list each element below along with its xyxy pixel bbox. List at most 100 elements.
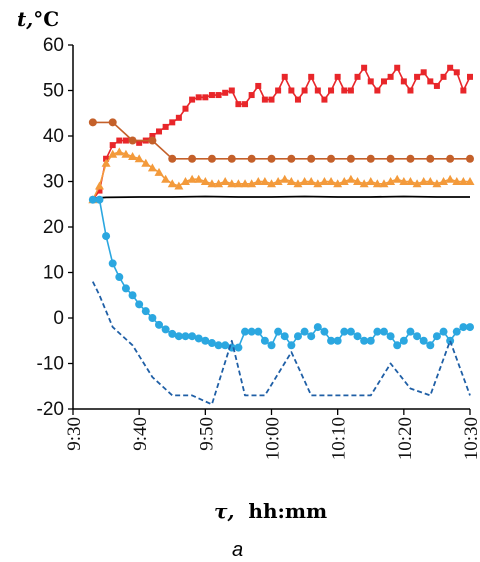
data-point	[202, 94, 209, 101]
data-point	[405, 177, 415, 185]
data-point	[293, 332, 302, 341]
y-axis-symbol: t,	[17, 7, 33, 31]
data-point	[392, 174, 402, 183]
data-point	[353, 177, 363, 185]
data-point	[445, 174, 455, 183]
series-4	[92, 195, 470, 200]
series-1	[89, 64, 473, 203]
data-point	[420, 69, 427, 76]
data-point	[432, 179, 442, 188]
data-point	[387, 73, 394, 80]
series-5	[88, 195, 474, 352]
data-point	[115, 273, 124, 282]
data-point	[161, 174, 171, 183]
data-point	[439, 327, 448, 336]
data-point	[294, 96, 301, 103]
data-point	[88, 195, 97, 204]
data-point	[301, 87, 308, 94]
data-point	[274, 327, 283, 336]
data-point	[367, 78, 374, 85]
y-tick-label: 10	[43, 263, 64, 284]
data-point	[366, 336, 375, 345]
data-point	[94, 181, 104, 190]
data-point	[109, 142, 116, 149]
data-point	[182, 105, 189, 112]
data-point	[293, 179, 303, 188]
data-point	[121, 149, 131, 158]
data-point	[360, 336, 369, 345]
data-point	[260, 336, 269, 345]
data-point	[459, 323, 468, 332]
panel-label: a	[232, 539, 243, 561]
data-point	[136, 139, 143, 146]
data-point	[241, 327, 250, 336]
data-point	[447, 64, 454, 71]
series-line	[92, 195, 470, 200]
data-point	[248, 92, 255, 99]
data-point	[233, 179, 243, 188]
data-point	[281, 73, 288, 80]
data-point	[412, 179, 422, 188]
data-point	[267, 179, 276, 188]
data-point	[288, 87, 295, 94]
data-point	[300, 327, 309, 336]
data-point	[380, 78, 387, 85]
data-point	[452, 327, 461, 336]
data-point	[452, 177, 462, 185]
data-point	[167, 179, 177, 188]
data-point	[333, 336, 342, 345]
data-point	[446, 154, 455, 163]
data-point	[341, 87, 348, 94]
data-point	[187, 174, 197, 183]
data-point	[194, 334, 203, 343]
data-point	[174, 332, 183, 341]
data-point	[319, 177, 329, 185]
data-point	[366, 154, 375, 163]
data-point	[247, 179, 257, 188]
data-point	[220, 177, 230, 185]
data-point	[328, 87, 335, 94]
x-tick-label: 9:50	[196, 417, 217, 451]
data-point	[147, 163, 157, 172]
data-point	[346, 327, 355, 336]
data-point	[386, 177, 396, 185]
axes-layer: -20 -10 0 10 20 30 40 50 60 9:30 9:40 9:50 10:00 10:1…	[37, 35, 480, 460]
data-point	[260, 177, 270, 185]
data-point	[207, 154, 216, 163]
data-point	[121, 284, 130, 293]
data-point	[149, 133, 156, 139]
data-point	[228, 87, 235, 94]
data-point	[361, 64, 368, 71]
data-point	[308, 73, 315, 80]
data-point	[275, 87, 282, 94]
data-point	[280, 174, 290, 183]
data-point	[261, 96, 268, 103]
data-point	[307, 154, 316, 163]
data-point	[359, 179, 369, 188]
y-tick-label: 0	[53, 308, 64, 329]
data-point	[102, 232, 111, 241]
data-point	[267, 154, 276, 163]
data-point	[128, 151, 138, 160]
data-point	[427, 78, 434, 85]
data-point	[320, 327, 329, 336]
data-point	[215, 92, 222, 99]
data-point	[306, 177, 316, 185]
data-point	[201, 336, 210, 345]
data-point	[300, 177, 310, 185]
series-3	[88, 147, 475, 204]
data-point	[313, 323, 322, 332]
data-point	[227, 179, 237, 188]
data-point	[386, 332, 395, 341]
data-point	[207, 339, 216, 348]
data-point	[128, 291, 137, 300]
data-point	[114, 147, 124, 156]
data-point	[466, 154, 474, 163]
y-tick-label: -20	[37, 399, 64, 420]
x-axis-unit: hh:mm	[248, 499, 327, 523]
data-point	[162, 123, 169, 130]
data-point	[286, 177, 296, 185]
data-point	[103, 155, 110, 162]
x-axis-title: τ, hh:mm	[214, 499, 327, 523]
